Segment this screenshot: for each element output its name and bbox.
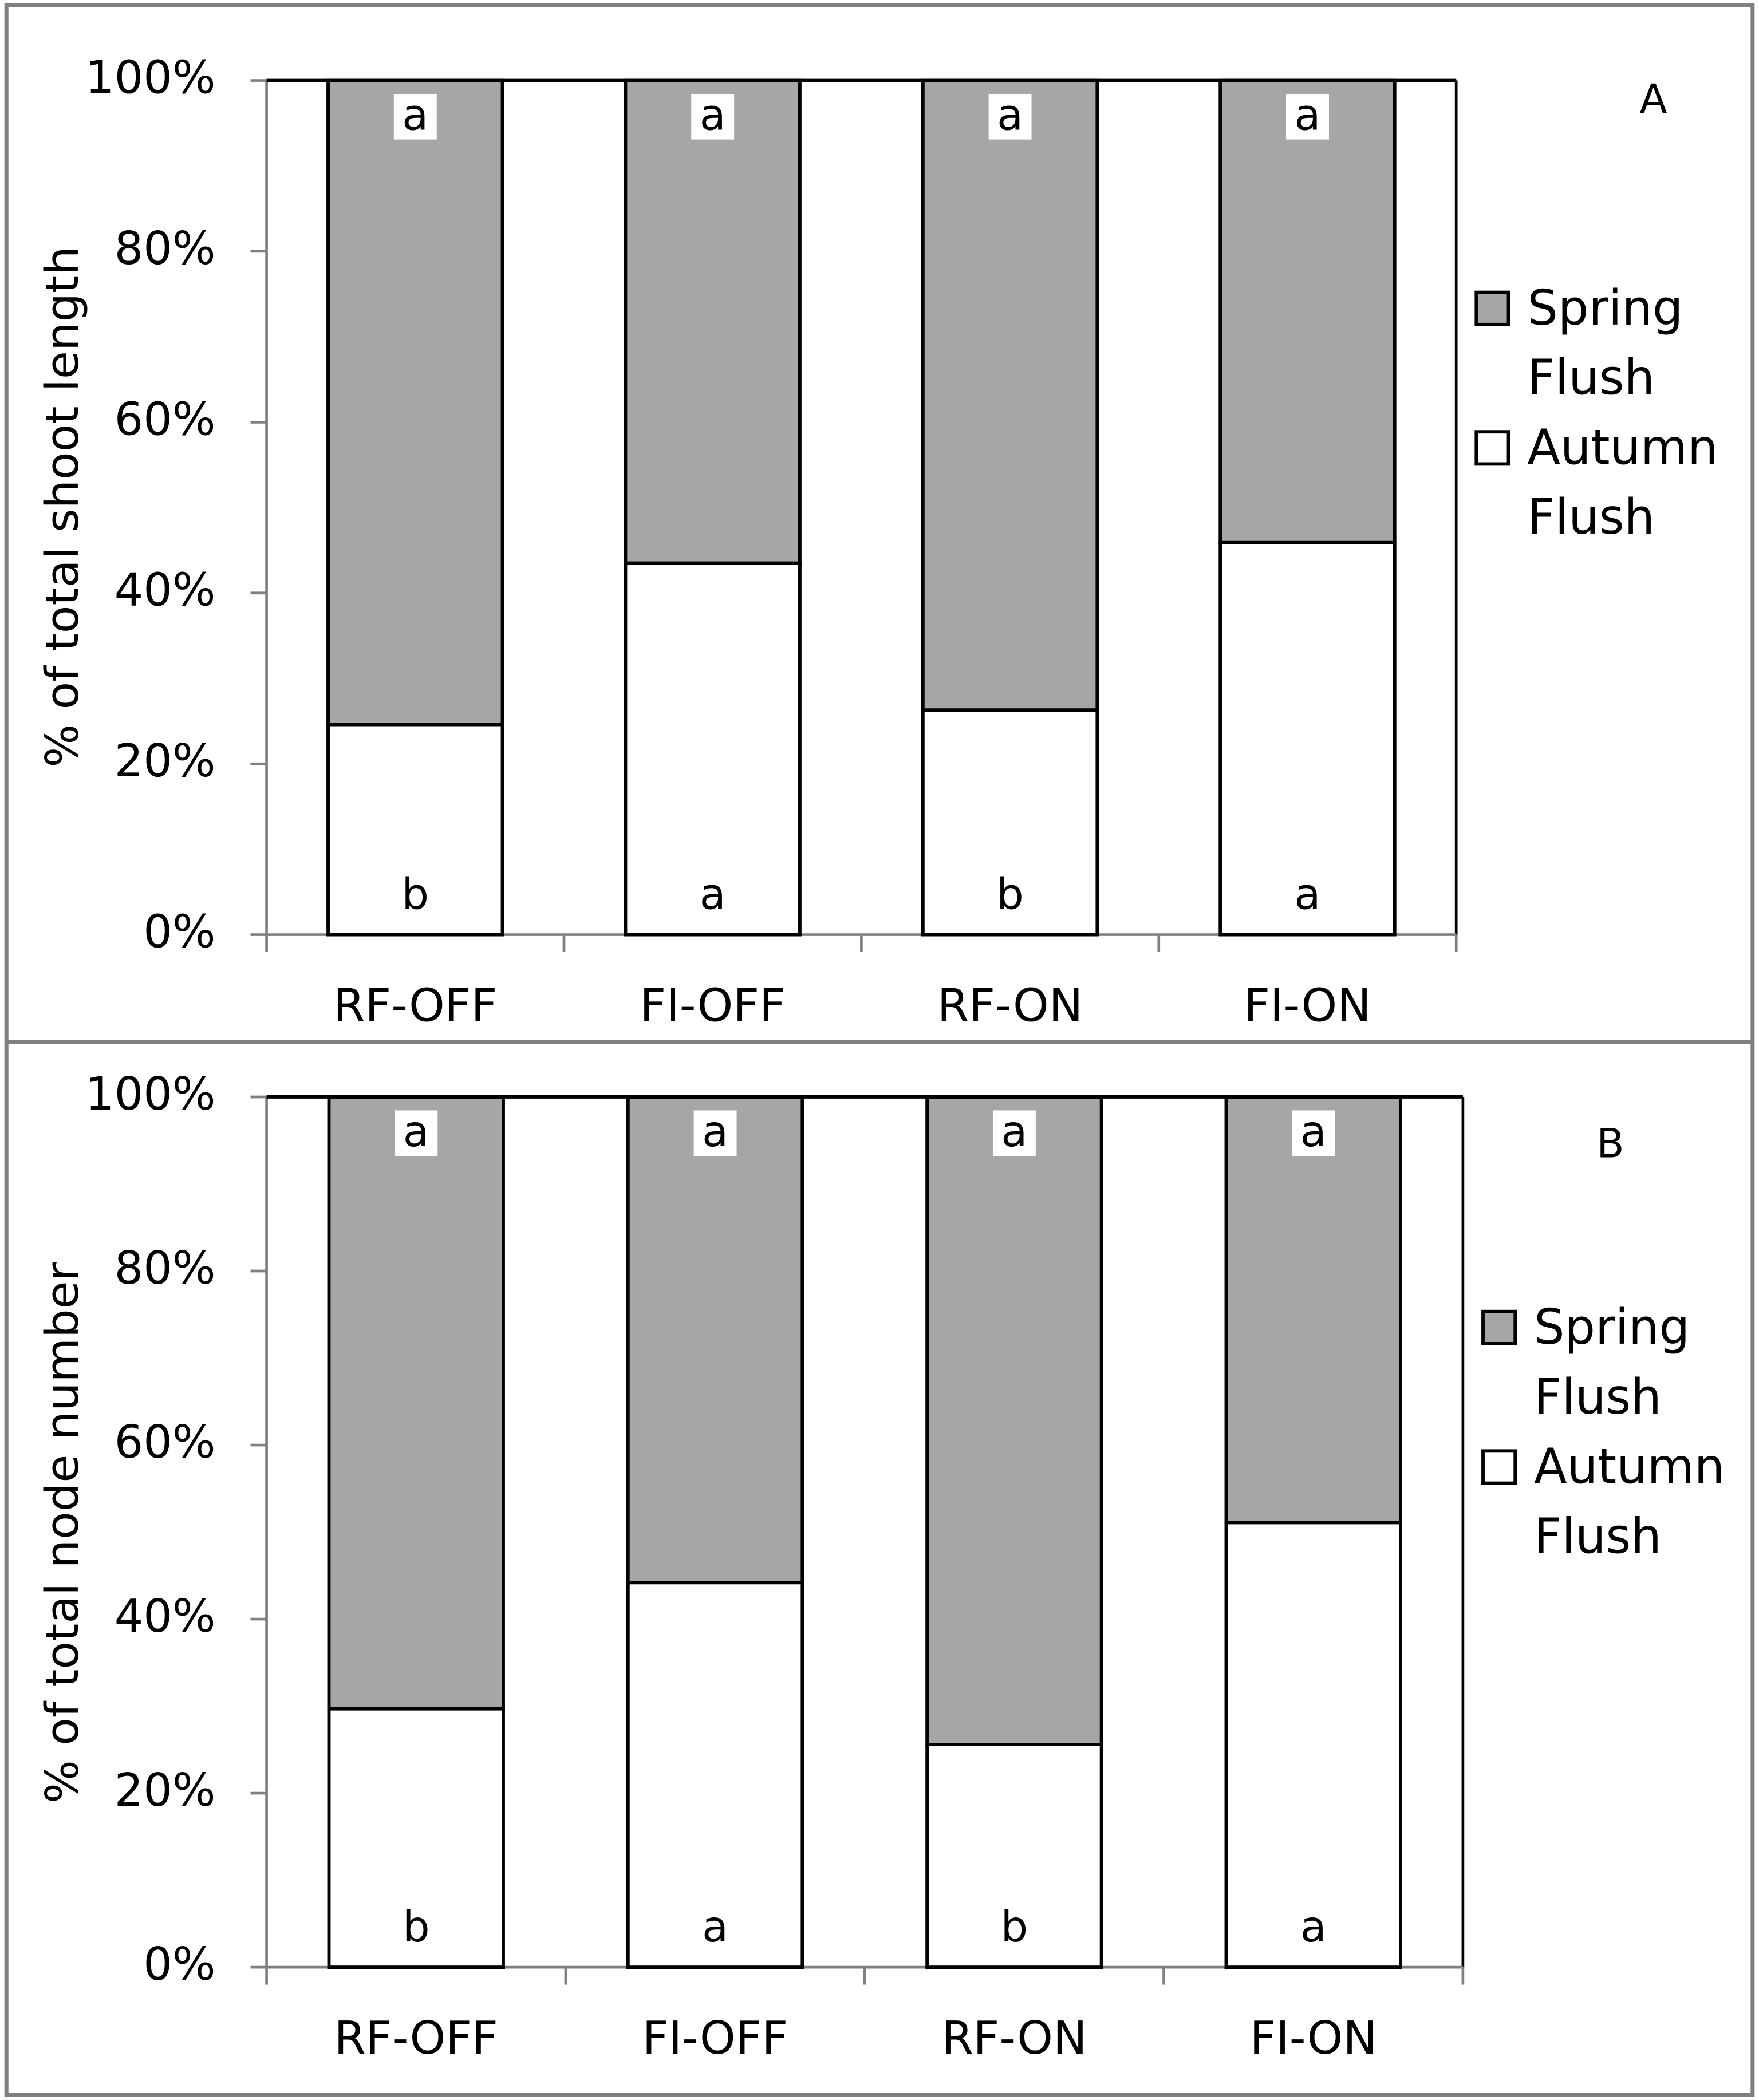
y-tick-label: 80% [115, 1241, 216, 1294]
y-tick-label: 40% [115, 1589, 216, 1643]
bar-segment [925, 1095, 1103, 1746]
y-tick-label: 60% [115, 392, 216, 445]
x-tick-label: FI-OFF [642, 2011, 788, 2065]
bar-segment [326, 78, 504, 727]
bar-segment [327, 1707, 505, 1969]
y-tick-label: 20% [115, 1763, 216, 1817]
legend-swatch [1474, 430, 1510, 466]
bar-segment [326, 723, 504, 937]
x-tick-label: FI-OFF [640, 978, 786, 1032]
significance-letter: a [1300, 1901, 1327, 1952]
legend-entry: Autumn Flush [1527, 421, 1718, 546]
y-tick-label: 0% [143, 905, 215, 958]
bar-segment [1218, 540, 1397, 937]
legend-swatch [1474, 290, 1510, 326]
legend-swatch [1481, 1309, 1517, 1345]
significance-letter: a [700, 90, 726, 140]
letter-background [693, 1110, 737, 1156]
significance-letter: b [403, 1901, 430, 1952]
y-tick-label: 100% [85, 51, 216, 104]
x-tick-label: RF-OFF [333, 978, 497, 1032]
letter-background [393, 93, 437, 140]
legend-label: Autumn Flush [1527, 421, 1718, 546]
bar-segment [1224, 1095, 1402, 1525]
bar-segment [1218, 78, 1397, 544]
panel-label: A [1639, 76, 1667, 123]
legend-entry: Autumn Flush [1534, 1440, 1725, 1565]
significance-letter: a [702, 1901, 728, 1952]
legend-swatch [1481, 1449, 1517, 1485]
bar-segment [925, 1743, 1103, 1969]
significance-letter: b [1001, 1901, 1028, 1952]
letter-background [988, 93, 1032, 140]
x-tick-label: RF-OFF [334, 2011, 498, 2065]
x-tick-label: FI-ON [1244, 978, 1371, 1032]
y-axis-label: % of total node number [36, 1262, 89, 1803]
x-tick-label: RF-ON [937, 978, 1083, 1032]
y-tick-label: 100% [85, 1067, 216, 1120]
legend-entry: Spring Flush [1534, 1301, 1690, 1426]
y-tick-label: 20% [115, 734, 216, 787]
y-tick-label: 0% [143, 1937, 215, 1991]
significance-letter: a [702, 1106, 728, 1156]
significance-letter: a [1300, 1106, 1327, 1156]
bar-segment [1224, 1521, 1402, 1969]
y-axis-label: % of total shoot length [36, 246, 89, 767]
bar-segment [624, 561, 802, 937]
x-tick-label: FI-ON [1249, 2011, 1377, 2065]
letter-background [395, 1110, 438, 1156]
legend-entry: Spring Flush [1527, 281, 1683, 406]
y-tick-label: 60% [115, 1415, 216, 1469]
x-tick-label: RF-ON [941, 2011, 1087, 2065]
letter-background [1286, 93, 1329, 140]
significance-letter: a [403, 1106, 429, 1156]
bar-segment [327, 1095, 505, 1711]
bar-segment [626, 1581, 804, 1969]
legend-label: Spring Flush [1534, 1301, 1690, 1426]
letter-background [691, 93, 735, 140]
letter-background [992, 1110, 1036, 1156]
bar-segment [921, 708, 1099, 937]
legend-label: Spring Flush [1527, 281, 1683, 406]
significance-letter: a [1001, 1106, 1027, 1156]
bar-segment [626, 1095, 804, 1585]
y-tick-label: 40% [115, 563, 216, 617]
y-tick-label: 80% [115, 222, 216, 275]
letter-background [1292, 1110, 1335, 1156]
panel-label: B [1596, 1120, 1624, 1167]
significance-letter: a [1295, 869, 1321, 919]
bar-segment [921, 78, 1099, 712]
significance-letter: a [700, 869, 726, 919]
legend-label: Autumn Flush [1534, 1440, 1725, 1565]
significance-letter: b [996, 869, 1024, 919]
significance-letter: b [401, 869, 429, 919]
significance-letter: a [1295, 90, 1321, 140]
bar-segment [624, 78, 802, 565]
significance-letter: a [997, 90, 1023, 140]
significance-letter: a [402, 90, 428, 140]
